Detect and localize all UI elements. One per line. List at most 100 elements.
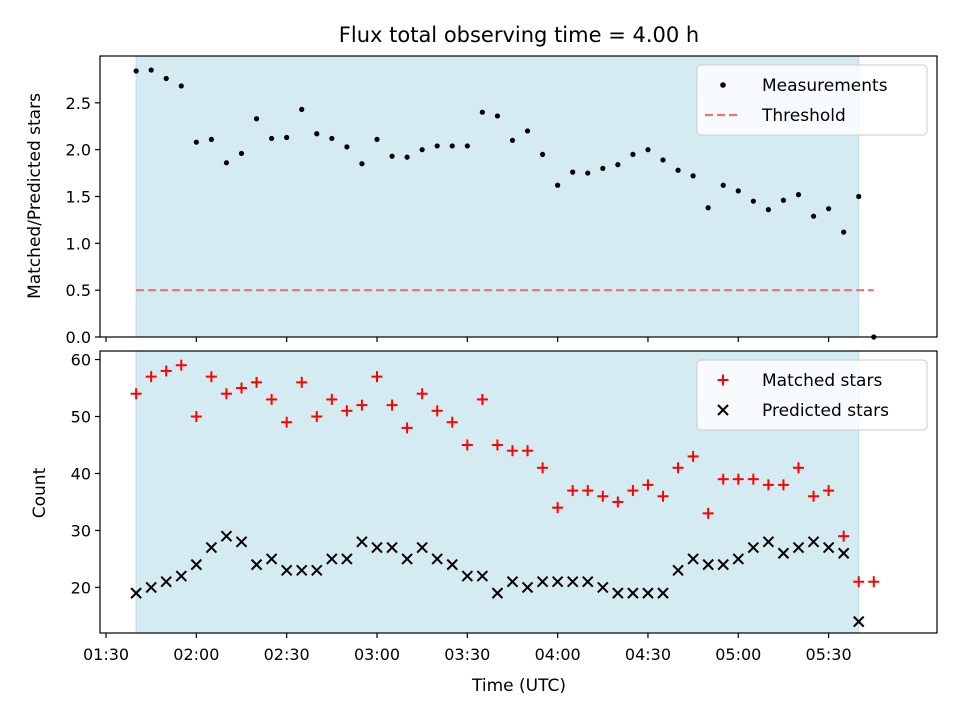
data-point <box>537 462 549 474</box>
legend-marker <box>717 404 729 416</box>
data-point <box>299 106 305 112</box>
cross-b <box>687 553 699 565</box>
data-point <box>645 147 651 153</box>
cross-b <box>235 536 248 548</box>
y-tick-label: 0.0 <box>66 328 91 347</box>
cross-b <box>280 564 293 577</box>
data-point <box>251 376 263 388</box>
x-tick-label: 02:30 <box>264 645 310 664</box>
cross-b <box>250 558 263 571</box>
data-point <box>597 490 609 502</box>
data-point <box>296 376 308 388</box>
series-matched-stars <box>130 359 880 588</box>
cross-b <box>732 553 744 565</box>
data-point <box>702 507 714 519</box>
cross-b <box>582 576 594 588</box>
cross-b <box>747 541 760 554</box>
cross-b <box>190 558 203 571</box>
data-point <box>795 192 802 198</box>
data-point <box>269 135 275 142</box>
data-point <box>642 587 654 599</box>
data-point <box>341 405 353 417</box>
data-point <box>735 188 741 194</box>
data-point <box>567 485 579 497</box>
bottom-panel: 20 30 40 50 60 01:30 02:00 02:30 03:00 03:30 04:00… <box>71 350 938 664</box>
data-point <box>148 67 154 73</box>
data-point <box>551 576 564 588</box>
legend-box <box>696 359 928 431</box>
legend-label: Predicted stars <box>762 401 889 421</box>
data-point <box>266 393 278 405</box>
y-tick-label: 1.5 <box>66 188 91 207</box>
cross-b <box>762 536 775 548</box>
data-point <box>401 422 413 434</box>
data-point <box>717 473 729 485</box>
data-point <box>732 473 744 485</box>
data-point <box>822 541 835 554</box>
cross-b <box>356 536 368 548</box>
data-point <box>311 564 323 577</box>
bottom-y-axis-label: Count <box>30 467 50 518</box>
series-predicted-stars <box>130 530 865 628</box>
legend-entry: Threshold <box>705 106 846 126</box>
y-tick-label: 2.0 <box>66 141 91 160</box>
legend-label: Matched stars <box>762 371 882 391</box>
x-tick-label: 05:00 <box>715 645 761 664</box>
data-point <box>566 576 579 588</box>
data-point <box>555 182 561 188</box>
data-point <box>461 439 473 451</box>
data-point <box>326 553 338 565</box>
data-point <box>491 587 504 599</box>
cross-b <box>807 536 820 548</box>
data-point <box>419 147 425 153</box>
data-point <box>853 576 865 588</box>
data-point <box>509 137 516 143</box>
x-tick-label: 04:30 <box>625 645 671 664</box>
data-point <box>220 388 232 400</box>
x-tick-label: 03:30 <box>444 645 490 664</box>
data-point <box>642 479 654 491</box>
legend: Measurements Threshold <box>696 64 928 136</box>
cross-b <box>536 576 549 588</box>
data-point <box>717 558 729 571</box>
data-point <box>705 205 711 211</box>
data-point <box>238 150 245 157</box>
cross-b <box>175 570 187 582</box>
cross-b <box>551 576 564 588</box>
data-point <box>627 587 639 599</box>
x-tick-label: 03:00 <box>354 645 400 664</box>
cross-b <box>717 558 729 571</box>
data-point <box>476 393 488 405</box>
data-point <box>524 128 531 134</box>
data-point <box>750 198 756 204</box>
data-point <box>582 576 594 588</box>
cross-b <box>612 587 624 599</box>
data-point <box>341 553 353 565</box>
data-point <box>356 536 368 548</box>
data-point <box>539 151 546 157</box>
data-point <box>600 165 606 171</box>
data-point <box>236 382 248 394</box>
data-point <box>612 496 624 508</box>
y-tick-label: 0.5 <box>66 281 91 300</box>
data-point <box>506 445 518 457</box>
data-point <box>747 541 760 554</box>
series-measurements <box>133 67 877 340</box>
cross-b <box>792 541 805 554</box>
data-point <box>163 75 169 82</box>
cross-b <box>311 564 323 577</box>
cross-b <box>853 615 865 628</box>
data-point <box>284 134 290 141</box>
data-point <box>521 581 534 594</box>
top-y-axis-label: Matched/Predicted stars <box>25 93 45 299</box>
data-point <box>702 558 714 571</box>
data-point <box>585 170 591 176</box>
data-point <box>810 213 817 219</box>
data-point <box>807 536 820 548</box>
data-point <box>687 553 699 565</box>
data-point <box>434 143 440 149</box>
legend: Matched stars Predicted stars <box>696 359 928 431</box>
data-point <box>371 371 383 383</box>
legend-entry: Predicted stars <box>717 401 889 421</box>
